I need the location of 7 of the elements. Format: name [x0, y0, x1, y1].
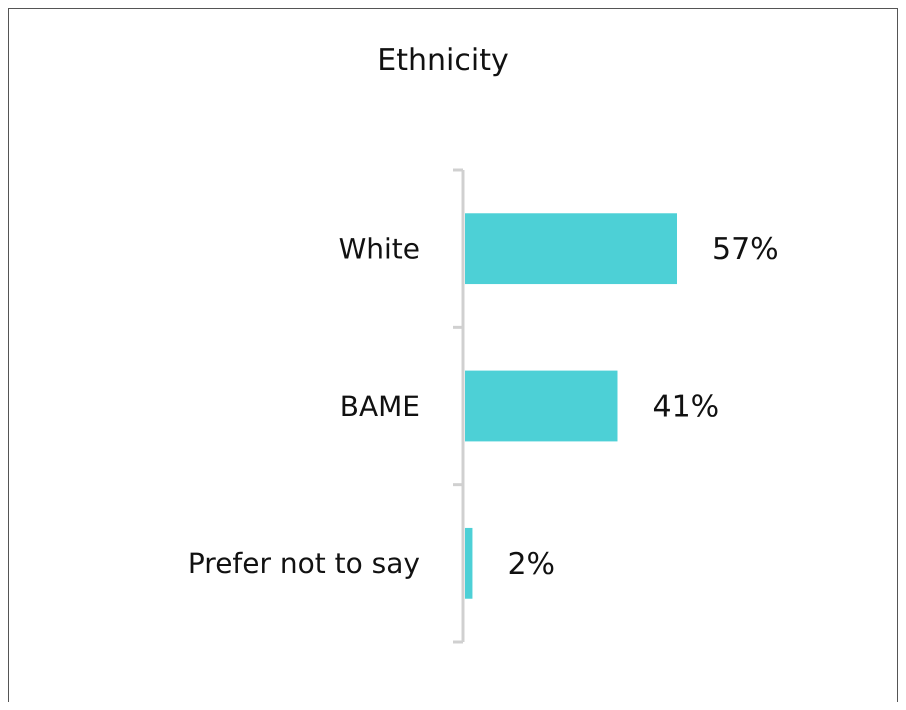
- y-tick-label: Prefer not to say: [188, 547, 420, 580]
- data-label: 2%: [507, 546, 556, 582]
- data-label: 57%: [712, 232, 779, 268]
- data-label: 41%: [652, 390, 720, 424]
- chart-title: Ethnicity: [377, 43, 509, 78]
- y-tick-label: White: [338, 232, 420, 266]
- y-tick-label: BAME: [340, 390, 420, 423]
